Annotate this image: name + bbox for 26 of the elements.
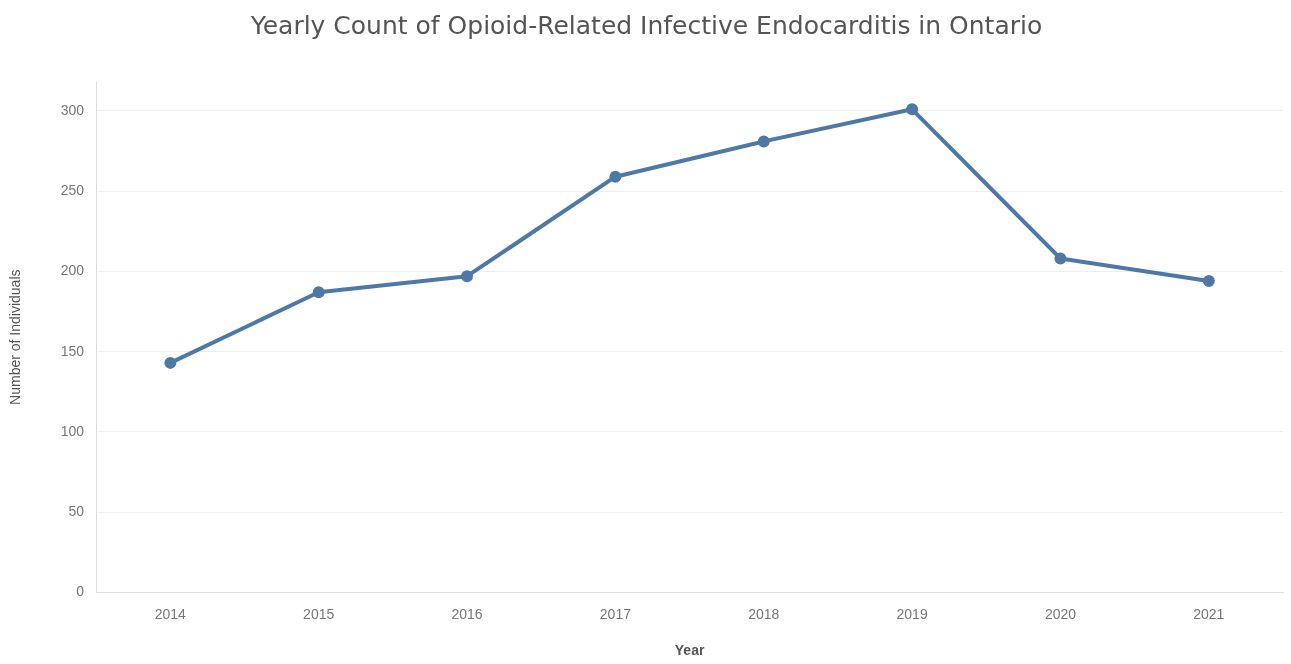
x-tick-label: 2018 [748,605,780,622]
y-axis-title: Number of Individuals [7,269,24,405]
y-tick-label: 50 [68,503,85,520]
y-tick-label: 200 [60,262,85,279]
chart-title: Yearly Count of Opioid-Related Infective Endocarditis in Ontario [249,10,1043,40]
point [1202,275,1215,288]
y-tick-label: 150 [60,342,85,359]
point [906,103,919,116]
point [164,356,177,369]
y-tick-label: 250 [60,182,85,198]
x-tick-label: 2017 [599,605,632,622]
x-tick-label: 2019 [896,605,928,622]
x-tick-label: 2020 [1044,605,1077,622]
point [609,170,622,183]
y-tick-label: 300 [60,101,85,118]
x-tick-label: 2016 [451,605,483,622]
x-tick-label: 2015 [303,605,335,622]
x-tick-label: 2021 [1193,605,1225,622]
x-tick-label: 2014 [154,605,187,622]
y-tick-label: 0 [76,583,85,600]
point [1054,252,1067,265]
y-tick-label: 100 [60,422,85,439]
point [461,270,474,283]
point [312,286,325,299]
point [757,135,770,148]
x-axis-title: Year [674,642,705,659]
